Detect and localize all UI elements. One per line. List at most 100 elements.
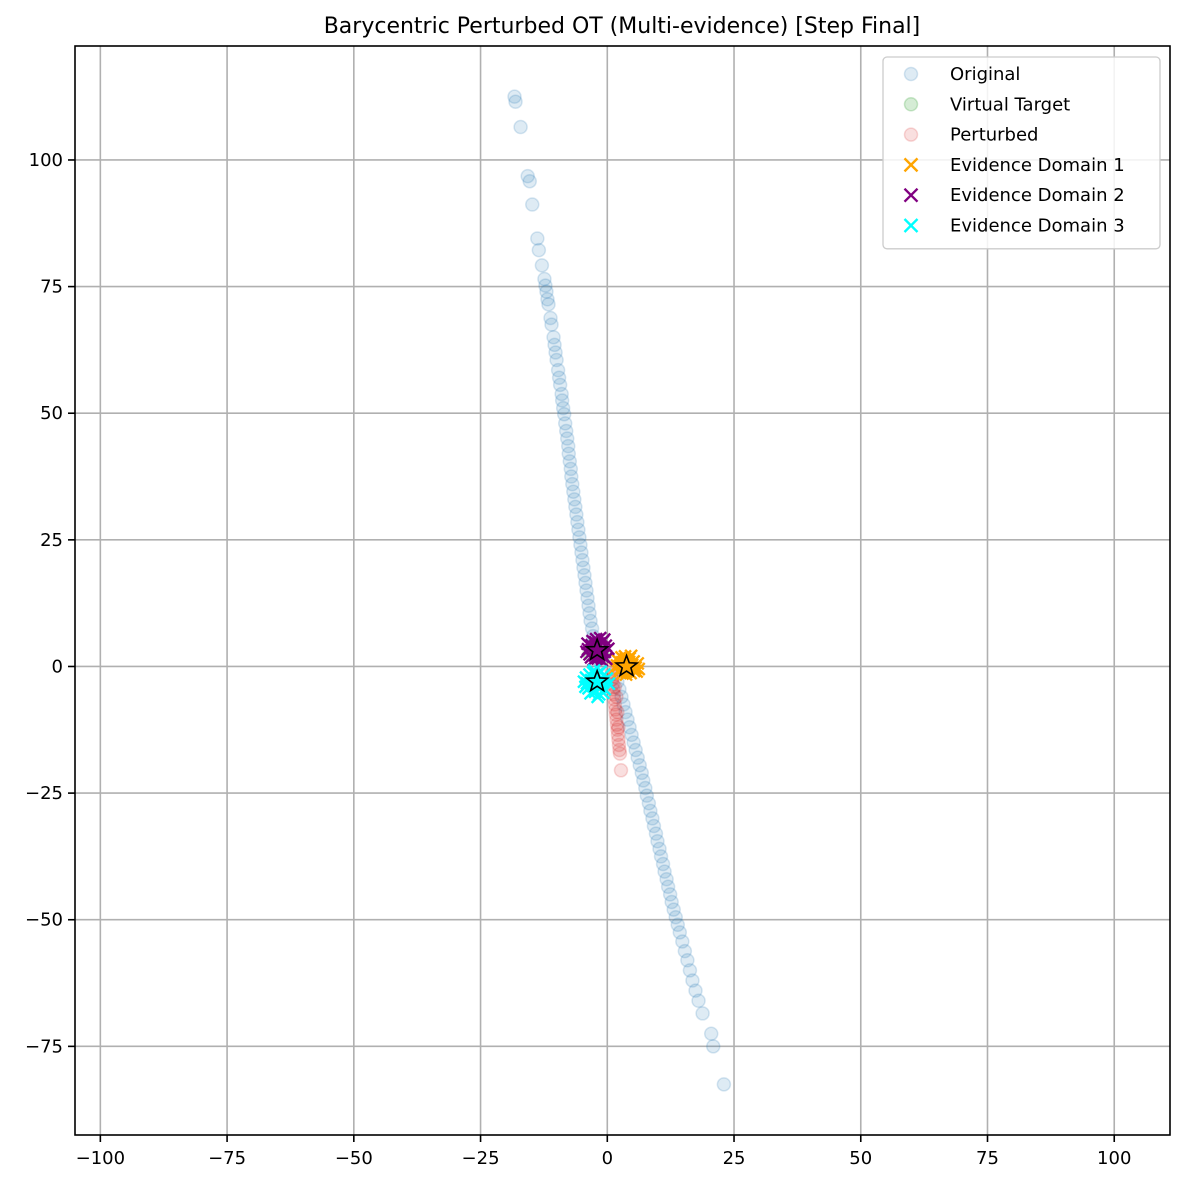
original-point (540, 292, 555, 307)
original-point (616, 697, 631, 712)
original-point (537, 271, 552, 287)
original-point (547, 337, 562, 353)
original-point (703, 1026, 719, 1041)
evidence-domain-2-point (601, 641, 616, 656)
original-point (541, 297, 556, 312)
original-point (664, 894, 679, 910)
y-tick-label: 75 (40, 277, 63, 298)
original-point (634, 765, 650, 781)
x-tick-label: −75 (208, 1148, 246, 1169)
original-point (695, 1006, 710, 1021)
perturbed-point (612, 742, 627, 758)
original-point (630, 750, 645, 765)
original-point (582, 606, 597, 621)
original-point (520, 168, 535, 184)
original-point (716, 1077, 732, 1092)
original-point (580, 590, 595, 606)
legend-label: Perturbed (950, 125, 1038, 146)
original-point (622, 720, 637, 735)
original-point (578, 575, 593, 591)
original-point (552, 377, 568, 393)
original-point (565, 476, 580, 492)
original-point (639, 788, 655, 803)
original-point (559, 431, 575, 446)
original-point (558, 423, 574, 439)
original-point (573, 537, 588, 553)
original-point (522, 173, 537, 189)
perturbed-point (610, 704, 625, 720)
original-point (562, 454, 578, 469)
original-point (544, 317, 559, 332)
perturbed-point (609, 689, 624, 705)
original-point (568, 499, 583, 515)
original-point (668, 909, 683, 925)
original-point (556, 406, 572, 422)
original-point (653, 849, 669, 864)
x-tick-label: 0 (602, 1148, 613, 1169)
legend-marker (903, 187, 919, 203)
legend-marker (903, 157, 919, 173)
perturbed-point (611, 720, 626, 735)
perturbed-point (607, 692, 622, 707)
original-point (666, 902, 681, 917)
y-tick-label: −50 (25, 910, 63, 931)
original-point (574, 545, 589, 560)
data-points (507, 89, 732, 1092)
original-point (566, 484, 581, 499)
original-point (662, 887, 678, 902)
perturbed-point (609, 717, 625, 732)
perturbed-point (608, 702, 623, 717)
original-point (577, 568, 592, 583)
centroid-star-icon (584, 636, 610, 662)
chart-title: Barycentric Perturbed OT (Multi-evidence… (324, 14, 921, 39)
centroid-star-icon (613, 653, 640, 678)
evidence-domain-2-point (594, 653, 609, 668)
original-point (632, 757, 647, 773)
legend-label: Original (950, 64, 1020, 85)
original-point (548, 345, 563, 360)
original-point (530, 231, 545, 246)
legend-label: Virtual Target (950, 94, 1070, 115)
original-point (551, 370, 567, 386)
legend-label: Evidence Domain 1 (950, 155, 1125, 176)
original-point (670, 917, 686, 933)
legend-label: Evidence Domain 3 (950, 216, 1125, 237)
y-tick-label: 50 (40, 403, 63, 424)
x-tick-label: 75 (976, 1148, 999, 1169)
perturbed-point (611, 737, 627, 753)
original-point (564, 469, 579, 484)
original-point (561, 438, 576, 454)
original-point (672, 925, 688, 940)
original-point (636, 773, 651, 788)
original-point (618, 704, 633, 720)
original-point (628, 742, 643, 758)
x-tick-label: 25 (723, 1148, 746, 1169)
original-point (691, 993, 706, 1009)
original-point (571, 522, 586, 537)
original-point (655, 856, 671, 872)
legend: Original Virtual Target Perturbed Evidence … (882, 56, 1161, 250)
plot-frame (74, 45, 1171, 1136)
original-point (652, 841, 667, 857)
original-point (563, 461, 579, 477)
original-point (554, 393, 570, 408)
original-point (538, 278, 553, 293)
y-tick-label: 0 (52, 656, 63, 677)
original-point (507, 89, 522, 104)
original-point (549, 352, 564, 368)
original-point (576, 560, 591, 575)
original-point (557, 416, 573, 431)
legend-marker (903, 66, 919, 82)
original-point (508, 94, 523, 109)
evidence-domain-3-point (578, 679, 593, 694)
original-point (572, 530, 587, 545)
legend-marker (903, 218, 919, 233)
original-point (555, 400, 571, 416)
original-point (624, 727, 639, 743)
legend-label: Evidence Domain 2 (950, 185, 1125, 206)
evidence-domain-3-point (590, 690, 605, 704)
original-point (659, 871, 674, 887)
original-point (646, 818, 662, 834)
y-tick-label: −75 (25, 1036, 63, 1057)
